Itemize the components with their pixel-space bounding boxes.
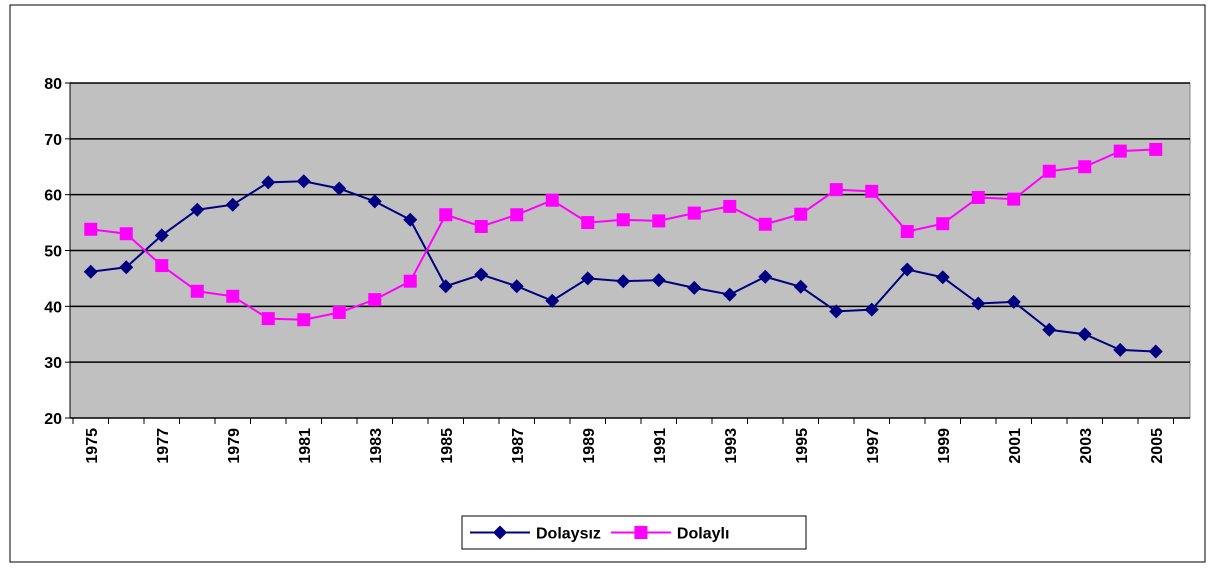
data-point [616, 274, 631, 289]
data-point [190, 202, 205, 217]
data-point [723, 199, 737, 213]
x-tick-label: 1981 [297, 428, 314, 464]
data-point [794, 207, 808, 221]
data-point [1113, 144, 1127, 158]
data-point [758, 269, 773, 284]
data-point [545, 193, 559, 207]
data-point [581, 216, 595, 230]
x-tick-label: 1995 [794, 428, 811, 464]
data-point [510, 208, 524, 222]
data-point [368, 293, 382, 307]
data-point [900, 262, 915, 277]
data-point [651, 273, 666, 288]
data-point [829, 304, 844, 319]
data-point [403, 274, 417, 288]
data-point [367, 194, 382, 209]
data-point [971, 296, 986, 311]
data-point [154, 228, 169, 243]
x-tick-label: 2001 [1007, 428, 1024, 464]
data-point [793, 279, 808, 294]
data-point [474, 219, 488, 233]
data-point [1042, 164, 1056, 178]
x-tick-label: 1993 [723, 428, 740, 464]
data-point [1149, 142, 1163, 156]
data-point [687, 280, 702, 295]
y-tick-label: 70 [44, 132, 62, 149]
x-tick-label: 1985 [439, 428, 456, 464]
data-point [226, 289, 240, 303]
y-tick-label: 60 [44, 188, 62, 205]
x-tick-label: 1977 [155, 428, 172, 464]
legend: Dolaysız Dolaylı [461, 515, 807, 550]
x-tick-label: 1997 [865, 428, 882, 464]
x-tick-label: 1989 [581, 428, 598, 464]
x-tick-label: 1983 [368, 428, 385, 464]
data-point [83, 264, 98, 279]
data-point [865, 184, 879, 198]
x-tick-label: 1979 [226, 428, 243, 464]
data-point [1077, 327, 1092, 342]
data-point [829, 183, 843, 197]
data-point [261, 312, 275, 326]
data-point [332, 181, 347, 196]
data-point [1148, 344, 1163, 359]
legend-marker [634, 526, 648, 539]
x-tick-label: 2003 [1078, 428, 1095, 464]
y-tick-label: 40 [44, 299, 62, 316]
data-point [758, 217, 772, 231]
x-tick-label: 1991 [652, 428, 669, 464]
y-tick-label: 20 [44, 411, 62, 428]
legend-label: Dolaysız [536, 526, 601, 543]
y-tick-label: 30 [44, 355, 62, 372]
data-point [155, 259, 169, 273]
data-point [935, 270, 950, 285]
data-point [652, 214, 666, 228]
x-tick-label: 1999 [936, 428, 953, 464]
data-point [971, 190, 985, 204]
data-point [1006, 294, 1021, 309]
y-tick-label: 80 [44, 76, 62, 93]
x-tick-label: 1987 [510, 428, 527, 464]
data-point [1113, 342, 1128, 357]
data-point [474, 267, 489, 282]
data-point [438, 279, 453, 294]
data-point [900, 225, 914, 239]
data-point [936, 217, 950, 231]
data-point [1007, 192, 1021, 206]
data-point [616, 213, 630, 227]
data-point [403, 212, 418, 227]
data-point [119, 227, 133, 241]
data-point [687, 206, 701, 220]
data-point [722, 287, 737, 302]
data-point [296, 174, 311, 189]
data-point [1078, 160, 1092, 174]
data-point [119, 260, 134, 275]
x-tick-label: 2005 [1149, 428, 1166, 464]
data-point [509, 279, 524, 294]
x-tick-label: 1975 [84, 428, 101, 464]
legend-label: Dolaylı [677, 526, 729, 543]
data-point [261, 175, 276, 190]
data-point [580, 271, 595, 286]
y-tick-label: 50 [44, 244, 62, 261]
data-point [332, 305, 346, 319]
data-point [545, 293, 560, 308]
data-point [297, 313, 311, 327]
data-point [225, 197, 240, 212]
data-point [1042, 322, 1057, 337]
data-point [864, 302, 879, 317]
data-point [439, 208, 453, 222]
data-point [84, 222, 98, 236]
data-point [190, 284, 204, 298]
legend-marker [493, 525, 507, 540]
